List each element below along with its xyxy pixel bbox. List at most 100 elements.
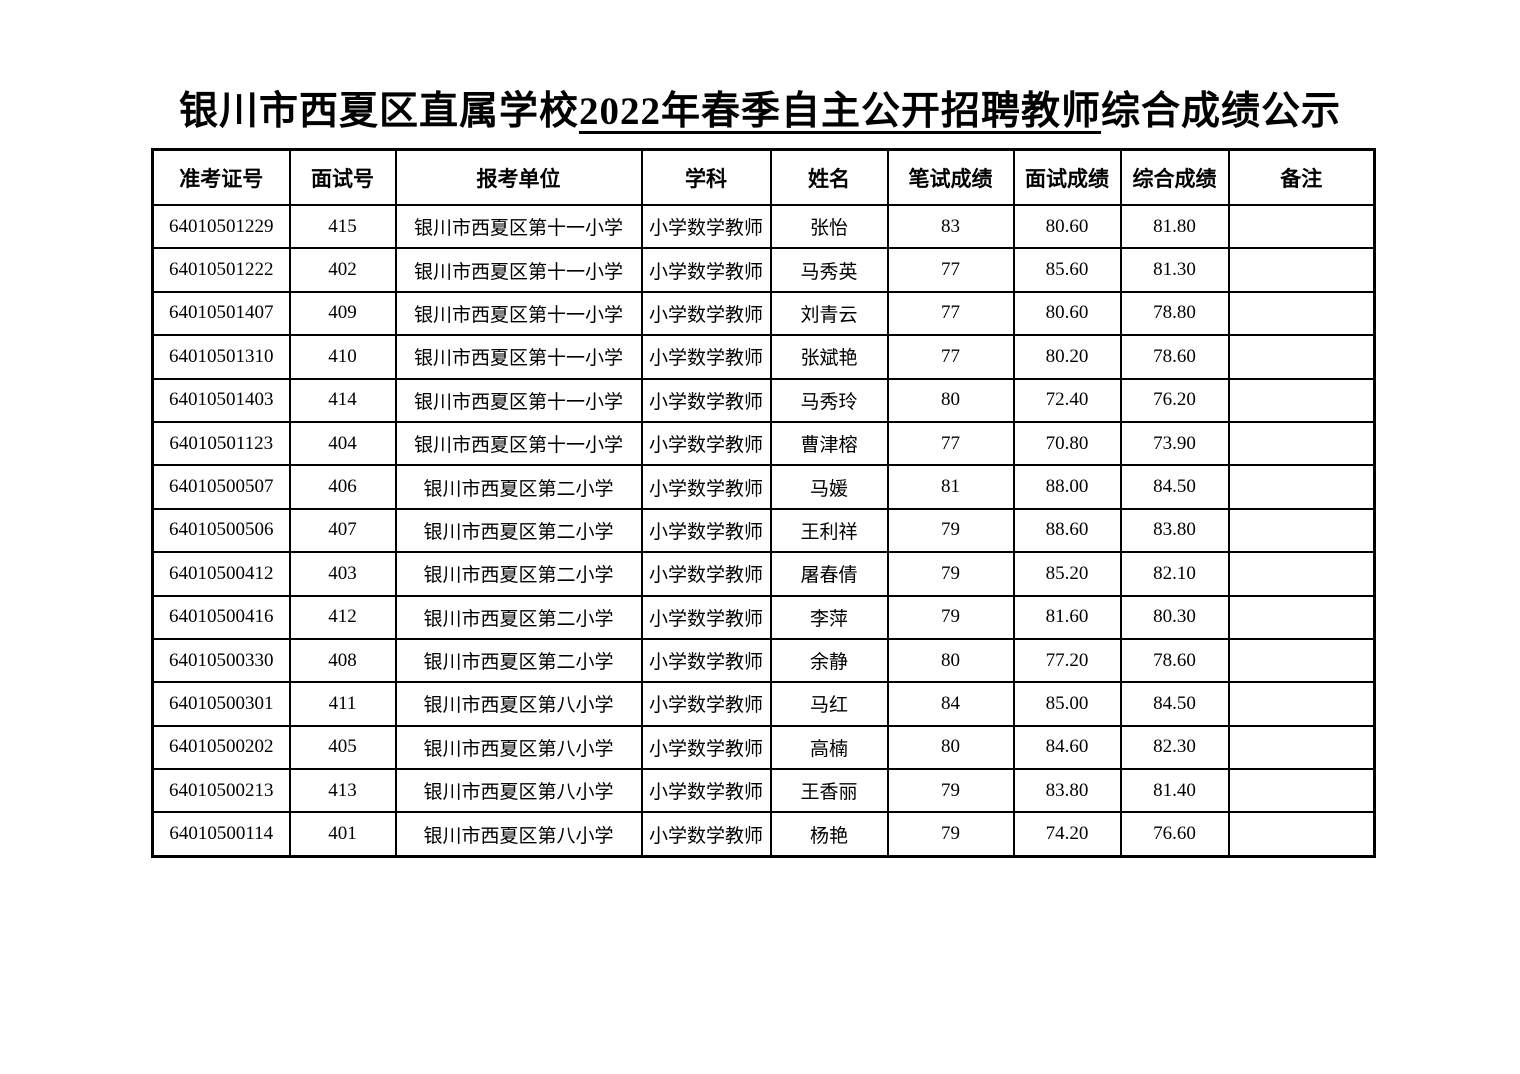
- cell-subject: 小学数学教师: [640, 507, 772, 554]
- cell-remark: [1227, 594, 1376, 640]
- cell-overall-score: 76.60: [1119, 811, 1230, 858]
- cell-remark: [1227, 637, 1376, 684]
- cell-interview-score: 84.60: [1012, 724, 1122, 771]
- cell-remark: [1227, 247, 1376, 293]
- cell-overall-score: 78.60: [1119, 334, 1230, 380]
- cell-exam-id: 64010501229: [151, 203, 291, 250]
- cell-exam-id: 64010500416: [151, 594, 291, 640]
- cell-exam-id: 64010501123: [151, 420, 291, 467]
- cell-interview-no: 401: [288, 811, 397, 858]
- column-header-interview-score: 面试成绩: [1012, 148, 1122, 206]
- cell-interview-no: 409: [288, 290, 397, 337]
- table-row: 64010501222 402 银川市西夏区第十一小学 小学数学教师 马秀英 77 85.6…: [151, 247, 1376, 293]
- cell-exam-id: 64010500506: [151, 507, 291, 554]
- table-row: 64010501123 404 银川市西夏区第十一小学 小学数学教师 曹津榕 77 70.8…: [151, 420, 1376, 467]
- cell-interview-score: 70.80: [1012, 420, 1122, 467]
- cell-subject: 小学数学教师: [640, 724, 772, 771]
- cell-name: 张怡: [769, 203, 889, 250]
- cell-subject: 小学数学教师: [640, 420, 772, 467]
- table-row: 64010500301 411 银川市西夏区第八小学 小学数学教师 马红 84 85.00 8…: [151, 681, 1376, 727]
- cell-interview-score: 80.60: [1012, 290, 1122, 337]
- cell-unit: 银川市西夏区第二小学: [394, 551, 643, 597]
- cell-overall-score: 82.30: [1119, 724, 1230, 771]
- table-row: 64010500506 407 银川市西夏区第二小学 小学数学教师 王利祥 79 88.60…: [151, 507, 1376, 554]
- cell-name: 马秀英: [769, 247, 889, 293]
- cell-unit: 银川市西夏区第十一小学: [394, 334, 643, 380]
- cell-written-score: 79: [886, 594, 1015, 640]
- cell-exam-id: 64010500330: [151, 637, 291, 684]
- cell-subject: 小学数学教师: [640, 681, 772, 727]
- cell-interview-score: 74.20: [1012, 811, 1122, 858]
- cell-name: 刘青云: [769, 290, 889, 337]
- cell-unit: 银川市西夏区第八小学: [394, 811, 643, 858]
- cell-name: 屠春倩: [769, 551, 889, 597]
- page-title-underlined-segment: 2022年春季自主公开招聘教师: [578, 90, 1101, 133]
- cell-written-score: 77: [886, 334, 1015, 380]
- cell-interview-no: 412: [288, 594, 397, 640]
- cell-name: 杨艳: [769, 811, 889, 858]
- cell-unit: 银川市西夏区第十一小学: [394, 290, 643, 337]
- cell-subject: 小学数学教师: [640, 290, 772, 337]
- cell-name: 马秀玲: [769, 377, 889, 423]
- cell-interview-no: 414: [288, 377, 397, 423]
- cell-subject: 小学数学教师: [640, 811, 772, 858]
- cell-interview-no: 411: [288, 681, 397, 727]
- cell-written-score: 77: [886, 420, 1015, 467]
- cell-remark: [1227, 507, 1376, 554]
- column-header-subject: 学科: [640, 148, 772, 206]
- cell-exam-id: 64010501222: [151, 247, 291, 293]
- cell-interview-score: 88.00: [1012, 464, 1122, 510]
- column-header-name: 姓名: [769, 148, 889, 206]
- cell-overall-score: 81.30: [1119, 247, 1230, 293]
- cell-exam-id: 64010500301: [151, 681, 291, 727]
- cell-name: 马媛: [769, 464, 889, 510]
- page-title: 银川市西夏区直属学校2022年春季自主公开招聘教师综合成绩公示: [0, 80, 1520, 136]
- cell-overall-score: 76.20: [1119, 377, 1230, 423]
- cell-remark: [1227, 724, 1376, 771]
- cell-interview-no: 407: [288, 507, 397, 554]
- cell-written-score: 83: [886, 203, 1015, 250]
- cell-unit: 银川市西夏区第二小学: [394, 464, 643, 510]
- table-row: 64010500507 406 银川市西夏区第二小学 小学数学教师 马媛 81 88.00 8…: [151, 464, 1376, 510]
- cell-exam-id: 64010501407: [151, 290, 291, 337]
- cell-remark: [1227, 811, 1376, 858]
- cell-name: 高楠: [769, 724, 889, 771]
- cell-exam-id: 64010501310: [151, 334, 291, 380]
- cell-subject: 小学数学教师: [640, 768, 772, 814]
- cell-subject: 小学数学教师: [640, 203, 772, 250]
- page-title-suffix: 综合成绩公示: [1101, 90, 1342, 133]
- cell-written-score: 79: [886, 507, 1015, 554]
- table-row: 64010500330 408 银川市西夏区第二小学 小学数学教师 余静 80 77.20 7…: [151, 637, 1376, 684]
- table-row: 64010500114 401 银川市西夏区第八小学 小学数学教师 杨艳 79 74.20 7…: [151, 811, 1376, 858]
- cell-unit: 银川市西夏区第八小学: [394, 768, 643, 814]
- cell-exam-id: 64010500412: [151, 551, 291, 597]
- cell-written-score: 79: [886, 811, 1015, 858]
- cell-subject: 小学数学教师: [640, 334, 772, 380]
- cell-overall-score: 82.10: [1119, 551, 1230, 597]
- cell-unit: 银川市西夏区第十一小学: [394, 203, 643, 250]
- table-header-row: 准考证号 面试号 报考单位 学科 姓名 笔试成绩 面试成绩 综合成绩 备注: [151, 148, 1376, 206]
- table-row: 64010500412 403 银川市西夏区第二小学 小学数学教师 屠春倩 79 85.20…: [151, 551, 1376, 597]
- cell-subject: 小学数学教师: [640, 464, 772, 510]
- cell-interview-score: 83.80: [1012, 768, 1122, 814]
- cell-interview-no: 413: [288, 768, 397, 814]
- cell-written-score: 84: [886, 681, 1015, 727]
- cell-name: 张斌艳: [769, 334, 889, 380]
- cell-subject: 小学数学教师: [640, 247, 772, 293]
- table-row: 64010500416 412 银川市西夏区第二小学 小学数学教师 李萍 79 81.60 8…: [151, 594, 1376, 640]
- cell-unit: 银川市西夏区第八小学: [394, 724, 643, 771]
- cell-unit: 银川市西夏区第十一小学: [394, 377, 643, 423]
- cell-overall-score: 78.60: [1119, 637, 1230, 684]
- column-header-exam-id: 准考证号: [151, 148, 291, 206]
- column-header-remark: 备注: [1227, 148, 1376, 206]
- cell-subject: 小学数学教师: [640, 551, 772, 597]
- cell-overall-score: 81.40: [1119, 768, 1230, 814]
- table-row: 64010501407 409 银川市西夏区第十一小学 小学数学教师 刘青云 77 80.6…: [151, 290, 1376, 337]
- cell-name: 王利祥: [769, 507, 889, 554]
- cell-exam-id: 64010500114: [151, 811, 291, 858]
- cell-interview-no: 410: [288, 334, 397, 380]
- cell-unit: 银川市西夏区第二小学: [394, 507, 643, 554]
- cell-interview-no: 402: [288, 247, 397, 293]
- cell-overall-score: 84.50: [1119, 681, 1230, 727]
